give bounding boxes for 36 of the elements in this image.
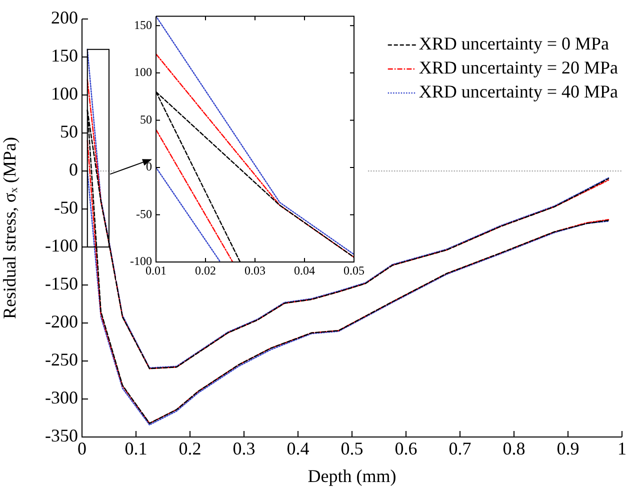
y-tick-label: -200 [45, 312, 78, 332]
x-tick-label: 0.03 [244, 263, 266, 278]
x-tick-label: 0.7 [448, 438, 472, 459]
x-axis-title: Depth (mm) [308, 466, 396, 486]
y-tick-label: -100 [45, 236, 78, 256]
y-tick-label: -350 [45, 426, 78, 446]
y-tick-label: -50 [54, 198, 78, 218]
legend-label: XRD uncertainty = 0 MPa [418, 34, 610, 54]
y-axis-title: Residual stress, σₓ (MPa) [0, 137, 20, 319]
x-tick-label: 0.5 [340, 438, 364, 459]
y-tick-label: 150 [51, 46, 78, 66]
x-tick-label: 1 [618, 438, 626, 459]
legend-label: XRD uncertainty = 20 MPa [418, 58, 618, 78]
y-tick-label: 0 [69, 160, 78, 180]
y-tick-label: 200 [51, 8, 78, 28]
legend-label: XRD uncertainty = 40 MPa [418, 82, 618, 102]
y-tick-label: 100 [134, 65, 152, 80]
y-tick-label: -150 [45, 274, 78, 294]
y-tick-label: 150 [134, 18, 152, 32]
y-tick-label: -250 [45, 350, 78, 370]
x-tick-label: 0.3 [232, 438, 256, 459]
y-tick-label: 0 [146, 160, 152, 174]
y-tick-label: -300 [45, 388, 78, 408]
x-tick-label: 0.2 [178, 438, 202, 459]
x-tick-label: 0.02 [195, 263, 216, 278]
x-tick-label: 0.9 [556, 438, 580, 459]
y-tick-label: -50 [136, 206, 152, 221]
y-tick-label: 50 [60, 122, 78, 142]
y-tick-label: 50 [140, 112, 152, 126]
y-tick-label: 100 [51, 84, 78, 104]
x-tick-label: 0.1 [124, 438, 148, 459]
x-tick-label: 0.04 [294, 263, 315, 278]
x-tick-label: 0.8 [502, 438, 526, 459]
x-tick-label: 0.6 [394, 438, 418, 459]
x-tick-label: 0.4 [286, 438, 310, 459]
x-tick-label: 0.05 [344, 263, 364, 278]
